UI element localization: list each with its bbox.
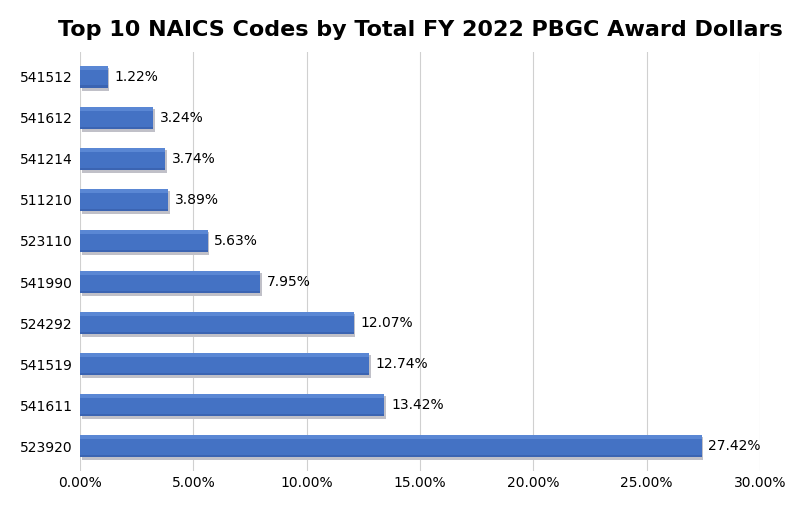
FancyBboxPatch shape	[82, 191, 170, 214]
FancyBboxPatch shape	[82, 437, 703, 460]
FancyBboxPatch shape	[80, 65, 108, 88]
FancyBboxPatch shape	[80, 230, 208, 234]
FancyBboxPatch shape	[80, 249, 208, 252]
FancyBboxPatch shape	[80, 271, 260, 275]
FancyBboxPatch shape	[80, 107, 154, 129]
Text: 12.07%: 12.07%	[360, 316, 413, 330]
FancyBboxPatch shape	[82, 109, 155, 132]
FancyBboxPatch shape	[80, 291, 260, 293]
Text: 1.22%: 1.22%	[114, 70, 158, 84]
FancyBboxPatch shape	[80, 107, 154, 111]
FancyBboxPatch shape	[80, 353, 369, 357]
FancyBboxPatch shape	[80, 189, 168, 193]
FancyBboxPatch shape	[80, 147, 165, 170]
FancyBboxPatch shape	[80, 271, 260, 293]
FancyBboxPatch shape	[82, 273, 262, 295]
Text: 27.42%: 27.42%	[708, 439, 761, 453]
FancyBboxPatch shape	[82, 396, 386, 419]
FancyBboxPatch shape	[80, 332, 354, 334]
FancyBboxPatch shape	[82, 314, 355, 337]
Text: 3.74%: 3.74%	[171, 152, 215, 166]
Text: 3.89%: 3.89%	[175, 193, 219, 207]
FancyBboxPatch shape	[82, 68, 110, 90]
Text: 3.24%: 3.24%	[160, 111, 204, 125]
FancyBboxPatch shape	[80, 127, 154, 129]
FancyBboxPatch shape	[80, 65, 108, 70]
FancyBboxPatch shape	[80, 414, 384, 416]
FancyBboxPatch shape	[80, 209, 168, 211]
FancyBboxPatch shape	[82, 150, 166, 173]
Title: Top 10 NAICS Codes by Total FY 2022 PBGC Award Dollars: Top 10 NAICS Codes by Total FY 2022 PBGC…	[58, 20, 782, 40]
FancyBboxPatch shape	[80, 394, 384, 398]
FancyBboxPatch shape	[80, 189, 168, 211]
FancyBboxPatch shape	[80, 372, 369, 376]
FancyBboxPatch shape	[80, 312, 354, 334]
Text: 13.42%: 13.42%	[391, 398, 444, 412]
FancyBboxPatch shape	[80, 394, 384, 416]
Text: 12.74%: 12.74%	[375, 357, 428, 371]
FancyBboxPatch shape	[82, 355, 370, 378]
FancyBboxPatch shape	[80, 312, 354, 316]
FancyBboxPatch shape	[80, 85, 108, 88]
FancyBboxPatch shape	[80, 167, 165, 170]
FancyBboxPatch shape	[82, 232, 210, 255]
FancyBboxPatch shape	[80, 435, 702, 458]
Text: 5.63%: 5.63%	[214, 234, 258, 248]
FancyBboxPatch shape	[80, 454, 702, 458]
Text: 7.95%: 7.95%	[267, 275, 311, 289]
FancyBboxPatch shape	[80, 435, 702, 439]
FancyBboxPatch shape	[80, 147, 165, 152]
FancyBboxPatch shape	[80, 230, 208, 252]
FancyBboxPatch shape	[80, 353, 369, 376]
